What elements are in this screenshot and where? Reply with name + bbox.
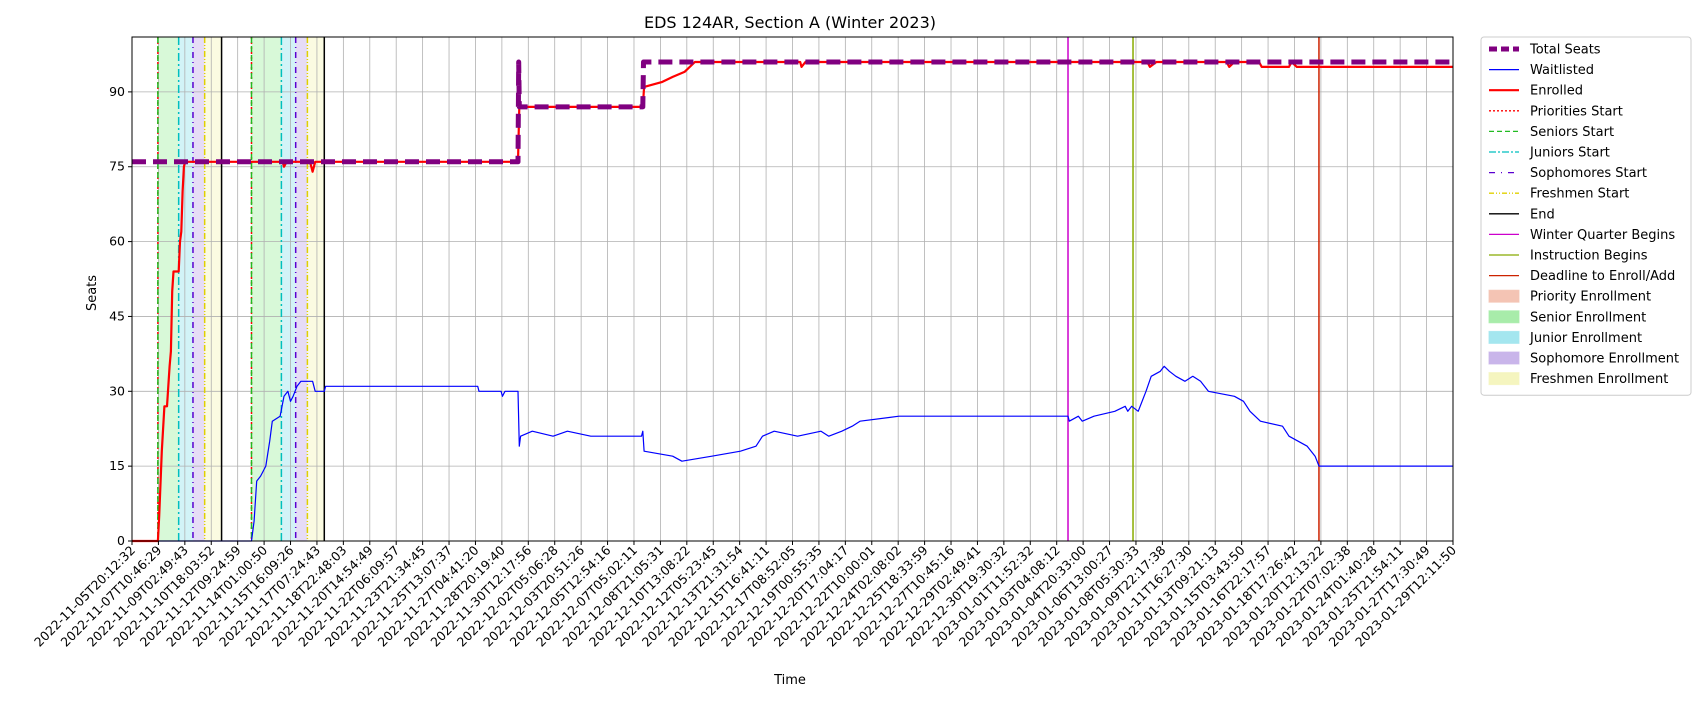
legend-swatch-14 bbox=[1488, 330, 1520, 344]
legend-swatch-13 bbox=[1488, 310, 1520, 324]
y-tick-label-2: 30 bbox=[109, 383, 125, 398]
legend-label-7: Freshmen Start bbox=[1530, 187, 1629, 202]
legend-label-11: Deadline to Enroll/Add bbox=[1530, 269, 1675, 284]
y-tick-label-4: 60 bbox=[109, 234, 125, 249]
legend-label-6: Sophomores Start bbox=[1530, 166, 1647, 181]
y-ticks: 0 15 30 45 60 75 90 bbox=[109, 84, 132, 548]
legend-label-0: Total Seats bbox=[1529, 43, 1601, 58]
band-3 bbox=[204, 37, 222, 541]
series-total-seats bbox=[132, 59, 1453, 165]
legend-swatch-12 bbox=[1488, 289, 1520, 303]
enrollment-bands bbox=[157, 37, 325, 541]
legend-label-9: Winter Quarter Begins bbox=[1530, 228, 1675, 243]
grid-lines bbox=[131, 37, 1454, 542]
legend-frame bbox=[1480, 36, 1692, 396]
legend-label-1: Waitlisted bbox=[1530, 63, 1594, 78]
legend-label-16: Freshmen Enrollment bbox=[1530, 372, 1668, 387]
legend-label-13: Senior Enrollment bbox=[1530, 310, 1646, 325]
y-tick-label-0: 0 bbox=[117, 533, 125, 548]
legend-label-2: Enrolled bbox=[1530, 84, 1583, 99]
legend-label-10: Instruction Begins bbox=[1530, 249, 1648, 264]
vertical-markers bbox=[157, 37, 1320, 541]
y-tick-label-5: 75 bbox=[109, 159, 125, 174]
band-7 bbox=[307, 37, 325, 541]
y-tick-label-1: 15 bbox=[109, 458, 125, 473]
band-2 bbox=[192, 37, 205, 541]
x-axis-label: Time bbox=[773, 673, 806, 688]
y-tick-label-3: 45 bbox=[109, 308, 125, 323]
legend-label-15: Sophomore Enrollment bbox=[1530, 352, 1679, 367]
band-1 bbox=[178, 37, 193, 541]
legend-label-8: End bbox=[1530, 207, 1555, 222]
y-tick-label-6: 90 bbox=[109, 84, 125, 99]
chart-title: EDS 124AR, Section A (Winter 2023) bbox=[644, 13, 936, 32]
legend-swatch-15 bbox=[1488, 351, 1520, 365]
series-waitlisted bbox=[132, 365, 1453, 542]
legend-label-5: Juniors Start bbox=[1529, 146, 1610, 161]
legend-label-4: Seniors Start bbox=[1530, 125, 1614, 140]
band-4 bbox=[251, 37, 282, 541]
legend-label-3: Priorities Start bbox=[1530, 104, 1623, 119]
legend-label-14: Junior Enrollment bbox=[1529, 331, 1642, 346]
series-lines bbox=[132, 59, 1453, 543]
legend-swatch-16 bbox=[1488, 372, 1520, 386]
band-5 bbox=[281, 37, 296, 541]
x-ticks: 2022-11-05T20:12:322022-11-07T10:46:2920… bbox=[31, 541, 1459, 650]
band-6 bbox=[295, 37, 308, 541]
y-axis-label: Seats bbox=[85, 275, 100, 311]
legend-label-12: Priority Enrollment bbox=[1530, 290, 1651, 305]
legend: Total Seats Waitlisted Enrolled Priorities … bbox=[1480, 36, 1692, 396]
